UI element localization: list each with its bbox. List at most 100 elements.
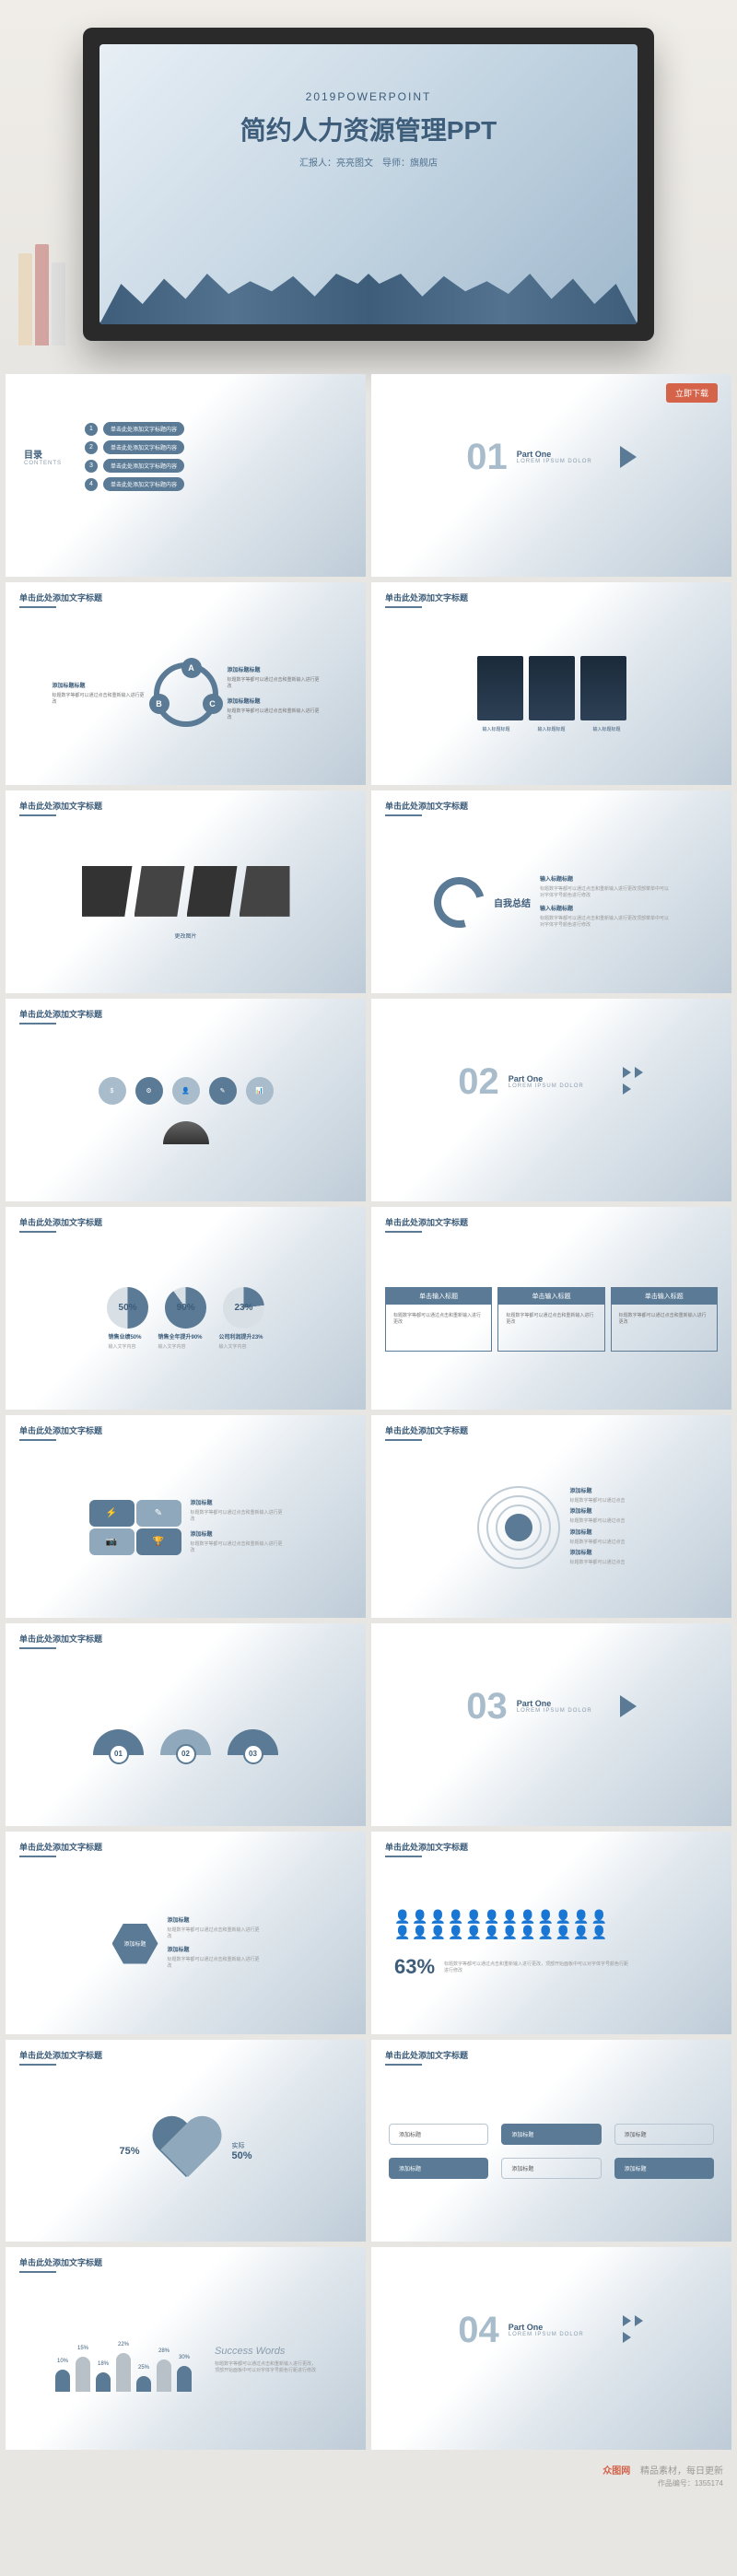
bubble-icon: $ <box>99 1077 126 1105</box>
slide-heart[interactable]: 单击此处添加文字标题 75% 实际 50% <box>6 2040 366 2242</box>
image-placeholder <box>135 866 185 917</box>
image-placeholder <box>529 656 575 720</box>
c-ring-icon <box>425 868 494 937</box>
slide-title: 单击此处添加文字标题 <box>371 582 731 612</box>
triangle-icon <box>620 446 637 468</box>
slide-title: 单击此处添加文字标题 <box>371 2040 731 2069</box>
donut-chart <box>165 1287 206 1329</box>
slide-boxes[interactable]: 单击此处添加文字标题 添加标题 添加标题 添加标题 添加标题 添加标题 添加标题 <box>371 2040 731 2242</box>
box-grid: 添加标题 添加标题 添加标题 添加标题 添加标题 添加标题 <box>385 2120 718 2183</box>
summary-center: 自我总结 <box>494 896 531 909</box>
part-label: Part One <box>509 1074 584 1083</box>
image-placeholder <box>82 866 133 917</box>
slide-summary[interactable]: 单击此处添加文字标题 自我总结 输入标题标题 标题数字等都可以通过点击和重新输入… <box>371 790 731 993</box>
section-number: 02 <box>458 1063 499 1100</box>
tab-box: 单击输入标题标题数字等都可以通过点击和重新输入进行更改 <box>385 1287 492 1352</box>
reporter-label: 汇报人：亮亮图文 导师：旗舰店 <box>99 155 638 169</box>
toc-item: 2单击此处添加文字标题内容 <box>85 440 184 454</box>
bubble-icon: 📊 <box>246 1077 274 1105</box>
tab-box: 单击输入标题标题数字等都可以通过点击和重新输入进行更改 <box>497 1287 604 1352</box>
bubble-icon: ⚙ <box>135 1077 163 1105</box>
people-pct: 63% <box>394 1955 435 1979</box>
heart-diagram <box>149 2118 223 2184</box>
main-title: 简约人力资源管理PPT <box>99 111 638 147</box>
text-block: 添加标题标题 标题数字等都可以通过点击和重新输入进行更改 <box>53 683 145 707</box>
semi-item <box>160 1729 211 1755</box>
image-placeholder <box>580 656 626 720</box>
slide-section-02[interactable]: 02 Part One LOREM IPSUM DOLOR <box>371 999 731 1201</box>
slide-section-04[interactable]: 04 Part One LOREM IPSUM DOLOR <box>371 2247 731 2450</box>
toc-sub: CONTENTS <box>24 461 62 466</box>
footer-brand: 众图网 <box>602 2466 630 2476</box>
slide-tabs[interactable]: 单击此处添加文字标题 单击输入标题标题数字等都可以通过点击和重新输入进行更改 单… <box>371 1207 731 1410</box>
footer-tag: 精品素材，每日更新 <box>640 2466 723 2476</box>
slide-puzzle[interactable]: 单击此处添加文字标题 ⚡✎ 📷🏆 添加标题标题数字等都可以通过点击和重新输入进行… <box>6 1415 366 1618</box>
part-sub: LOREM IPSUM DOLOR <box>509 2332 584 2337</box>
donut-chart <box>107 1287 148 1329</box>
slide-title: 单击此处添加文字标题 <box>6 1415 366 1445</box>
slide-bubbles[interactable]: 单击此处添加文字标题 $ ⚙ 👤 ✎ 📊 <box>6 999 366 1201</box>
bubble-icon: ✎ <box>209 1077 237 1105</box>
year-label: 2019POWERPOINT <box>99 90 638 103</box>
toc-item: 3单击此处添加文字标题内容 <box>85 459 184 473</box>
slide-photos-4[interactable]: 单击此处添加文字标题 更改图片 <box>6 790 366 993</box>
semi-item <box>93 1729 144 1755</box>
image-placeholder <box>187 866 238 917</box>
slide-title: 单击此处添加文字标题 <box>6 1832 366 1861</box>
title-slide: 2019POWERPOINT 简约人力资源管理PPT 汇报人：亮亮图文 导师：旗… <box>99 44 638 324</box>
part-label: Part One <box>517 1699 592 1708</box>
slide-title: 单击此处添加文字标题 <box>6 790 366 820</box>
text-block: 输入标题标题 标题数字等都可以通过点击和重新输入进行更改顶部菜单中可以对字体字号… <box>540 876 669 930</box>
toc-item: 4单击此处添加文字标题内容 <box>85 477 184 491</box>
part-label: Part One <box>517 450 592 459</box>
slide-photos-3[interactable]: 单击此处添加文字标题 输入标题标题 输入标题标题 输入标题标题 <box>371 582 731 785</box>
photo-cap: 输入标题标题 <box>537 726 565 732</box>
image-arc <box>163 1121 209 1144</box>
slide-title: 单击此处添加文字标题 <box>6 2040 366 2069</box>
part-sub: LOREM IPSUM DOLOR <box>509 1083 584 1089</box>
hexagon-center: 添加标题 <box>112 1924 158 1964</box>
bars-title: Success Words <box>215 2346 316 2357</box>
footer: 众图网 精品素材，每日更新 作品编号：1355174 <box>0 2455 737 2496</box>
slide-concentric[interactable]: 单击此处添加文字标题 添加标题标题数字等都可以通过点击 添加标题标题数字等都可以… <box>371 1415 731 1618</box>
concentric-diagram <box>477 1486 560 1569</box>
people-icons: 👤👤👤👤👤👤👤👤👤👤👤👤👤👤👤👤👤👤👤👤👤👤👤👤 <box>394 1909 609 1940</box>
slide-people[interactable]: 单击此处添加文字标题 👤👤👤👤👤👤👤👤👤👤👤👤👤👤👤👤👤👤👤👤👤👤👤👤 63% … <box>371 1832 731 2034</box>
slide-title: 单击此处添加文字标题 <box>371 1415 731 1445</box>
slide-hexagon[interactable]: 单击此处添加文字标题 添加标题 添加标题标题数字等都可以通过点击和重新输入进行更… <box>6 1832 366 2034</box>
text-block: 添加标题标题 标题数字等都可以通过点击和重新输入进行更改 添加标题标题 标题数字… <box>228 667 320 722</box>
slide-title: 单击此处添加文字标题 <box>371 1832 731 1861</box>
slide-title: 单击此处添加文字标题 <box>6 1623 366 1653</box>
monitor-frame: 2019POWERPOINT 简约人力资源管理PPT 汇报人：亮亮图文 导师：旗… <box>83 28 654 341</box>
slide-title: 单击此处添加文字标题 <box>6 999 366 1028</box>
tab-box: 单击输入标题标题数字等都可以通过点击和重新输入进行更改 <box>611 1287 718 1352</box>
slide-bars[interactable]: 单击此处添加文字标题 Success Words 标题数字等都可以通过点击和重新… <box>6 2247 366 2450</box>
slide-toc[interactable]: 目录 CONTENTS 1单击此处添加文字标题内容 2单击此处添加文字标题内容 … <box>6 374 366 577</box>
part-sub: LOREM IPSUM DOLOR <box>517 1708 592 1714</box>
slide-semicircles[interactable]: 单击此处添加文字标题 <box>6 1623 366 1826</box>
slide-donuts[interactable]: 单击此处添加文字标题 销售业绩50%输入文字内容 销售全年提升90%输入文字内容… <box>6 1207 366 1410</box>
photo-cap: 输入标题标题 <box>593 726 621 732</box>
puzzle-diagram: ⚡✎ 📷🏆 <box>89 1500 181 1555</box>
part-sub: LOREM IPSUM DOLOR <box>517 459 592 464</box>
download-button[interactable]: 立即下载 <box>666 383 718 403</box>
hero-cover: 2019POWERPOINT 简约人力资源管理PPT 汇报人：亮亮图文 导师：旗… <box>0 0 737 369</box>
toc-heading: 目录 <box>24 447 62 461</box>
slide-abc[interactable]: 单击此处添加文字标题 添加标题标题 标题数字等都可以通过点击和重新输入进行更改 … <box>6 582 366 785</box>
image-placeholder <box>240 866 290 917</box>
abc-diagram: A B C <box>154 662 218 727</box>
people-lorem: 标题数字等都可以通过点击和重新输入进行更改，顶部开始面板中可以对字体字号颜色行距… <box>444 1961 628 1973</box>
slide-section-03[interactable]: 03 Part One LOREM IPSUM DOLOR <box>371 1623 731 1826</box>
donut-chart <box>223 1287 264 1329</box>
section-number: 04 <box>458 2312 499 2348</box>
section-number: 01 <box>466 439 508 475</box>
slide-title: 单击此处添加文字标题 <box>6 2247 366 2277</box>
slide-section-01[interactable]: 立即下载 01 Part One LOREM IPSUM DOLOR <box>371 374 731 577</box>
books-decor <box>18 235 64 345</box>
part-label: Part One <box>509 2323 584 2332</box>
bubble-icon: 👤 <box>172 1077 200 1105</box>
footer-id: 作品编号：1355174 <box>14 2478 723 2488</box>
slide-title: 单击此处添加文字标题 <box>371 790 731 820</box>
change-label: 更改图片 <box>174 931 196 940</box>
slide-grid: 目录 CONTENTS 1单击此处添加文字标题内容 2单击此处添加文字标题内容 … <box>0 369 737 2455</box>
